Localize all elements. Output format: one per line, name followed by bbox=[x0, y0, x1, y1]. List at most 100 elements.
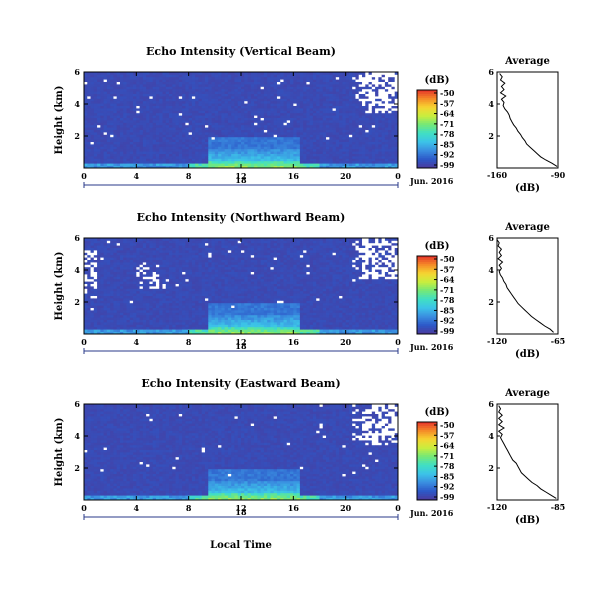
heatmap-cell bbox=[195, 88, 199, 92]
heatmap-cell bbox=[110, 317, 114, 320]
heatmap-cell bbox=[90, 146, 95, 150]
heatmap-cell bbox=[90, 286, 95, 289]
heatmap-cell bbox=[100, 165, 105, 169]
heatmap-cell bbox=[362, 105, 366, 109]
heatmap-cell bbox=[237, 122, 242, 126]
heatmap-cell bbox=[371, 165, 376, 169]
heatmap-cell bbox=[280, 156, 284, 159]
heatmap-cell bbox=[136, 276, 140, 280]
heatmap-cell bbox=[123, 281, 127, 284]
heatmap-cell bbox=[169, 93, 173, 97]
heatmap-cell bbox=[260, 129, 265, 133]
heatmap-cell bbox=[227, 112, 232, 116]
panel-north: Echo Intensity (Northward Beam)0 4 8 12 16 20… bbox=[54, 211, 565, 360]
heatmap-cell bbox=[129, 295, 134, 299]
heatmap-cell bbox=[342, 108, 347, 111]
heatmap-cell bbox=[152, 146, 157, 150]
heatmap-cell bbox=[119, 290, 124, 294]
heatmap-cell bbox=[165, 331, 170, 335]
heatmap-cell bbox=[303, 110, 307, 114]
heatmap-cell bbox=[165, 81, 170, 85]
heatmap-cell bbox=[348, 79, 353, 82]
heatmap-cell bbox=[116, 120, 121, 123]
heatmap-cell bbox=[358, 100, 363, 104]
heatmap-cell bbox=[260, 120, 265, 123]
heatmap-cell bbox=[90, 319, 95, 323]
heatmap-cell bbox=[312, 88, 317, 92]
heatmap-cell bbox=[185, 127, 190, 130]
chart-title: Echo Intensity (Vertical Beam) bbox=[146, 45, 336, 58]
heatmap-cell bbox=[136, 129, 140, 133]
heatmap-cell bbox=[293, 74, 297, 78]
heatmap-cell bbox=[329, 134, 333, 138]
heatmap-cell bbox=[93, 322, 98, 325]
heatmap-cell bbox=[129, 96, 134, 99]
heatmap-cell bbox=[198, 117, 203, 121]
heatmap-cell bbox=[332, 108, 337, 111]
heatmap-cell bbox=[149, 156, 154, 159]
heatmap-cell bbox=[316, 96, 320, 99]
heatmap-cell bbox=[106, 252, 111, 256]
heatmap-cell bbox=[312, 148, 317, 152]
heatmap-cell bbox=[165, 110, 170, 114]
heatmap-cell bbox=[165, 259, 170, 263]
heatmap-cell bbox=[113, 310, 118, 313]
heatmap-cell bbox=[339, 117, 343, 121]
heatmap-cell bbox=[391, 86, 396, 90]
heatmap-cell bbox=[306, 165, 311, 169]
heatmap-cell bbox=[136, 120, 140, 123]
x-tick-label: 12 bbox=[235, 171, 246, 181]
heatmap-cell bbox=[384, 132, 389, 135]
heatmap-cell bbox=[342, 160, 347, 164]
heatmap-cell bbox=[103, 120, 108, 123]
colorbar-step bbox=[417, 115, 437, 118]
heatmap-cell bbox=[97, 84, 101, 87]
heatmap-cell bbox=[322, 153, 327, 157]
heatmap-cell bbox=[306, 108, 311, 111]
heatmap-cell bbox=[384, 108, 389, 111]
heatmap-cell bbox=[260, 165, 265, 169]
heatmap-cell bbox=[247, 146, 252, 150]
heatmap-cell bbox=[286, 96, 291, 99]
profile-title: Average bbox=[504, 56, 550, 67]
heatmap-cell bbox=[326, 146, 330, 150]
heatmap-cell bbox=[224, 88, 229, 92]
heatmap-cell bbox=[384, 124, 389, 128]
heatmap-cell bbox=[375, 148, 379, 152]
heatmap-cell bbox=[87, 156, 91, 159]
heatmap-cell bbox=[267, 93, 271, 97]
heatmap-cell bbox=[103, 317, 108, 320]
heatmap-cell bbox=[316, 160, 320, 164]
heatmap-cell bbox=[123, 100, 127, 104]
heatmap-cell bbox=[371, 110, 376, 114]
heatmap-cell bbox=[244, 163, 248, 166]
heatmap-cell bbox=[165, 242, 170, 246]
heatmap-cell bbox=[195, 93, 199, 97]
heatmap-cell bbox=[136, 266, 140, 270]
heatmap-cell bbox=[113, 163, 118, 166]
heatmap-cell bbox=[303, 139, 307, 142]
heatmap-cell bbox=[195, 122, 199, 126]
heatmap-cell bbox=[332, 132, 337, 135]
heatmap-cell bbox=[263, 98, 268, 102]
heatmap-cell bbox=[123, 151, 127, 154]
heatmap-cell bbox=[123, 141, 127, 145]
heatmap-cell bbox=[280, 124, 284, 128]
heatmap-cell bbox=[175, 112, 180, 116]
heatmap-cell bbox=[254, 129, 258, 133]
heatmap-cell bbox=[260, 141, 265, 145]
heatmap-cell bbox=[375, 153, 379, 157]
heatmap-cell bbox=[303, 151, 307, 154]
heatmap-cell bbox=[322, 88, 327, 92]
heatmap-cell bbox=[178, 96, 183, 99]
heatmap-cell bbox=[224, 122, 229, 126]
heatmap-cell bbox=[129, 314, 134, 318]
heatmap-cell bbox=[345, 151, 350, 154]
heatmap-cell bbox=[224, 96, 229, 99]
heatmap-cell bbox=[201, 163, 206, 166]
heatmap-cell bbox=[100, 91, 105, 94]
heatmap-cell bbox=[155, 105, 160, 109]
heatmap-cell bbox=[149, 312, 154, 316]
heatmap-cell bbox=[136, 257, 140, 260]
